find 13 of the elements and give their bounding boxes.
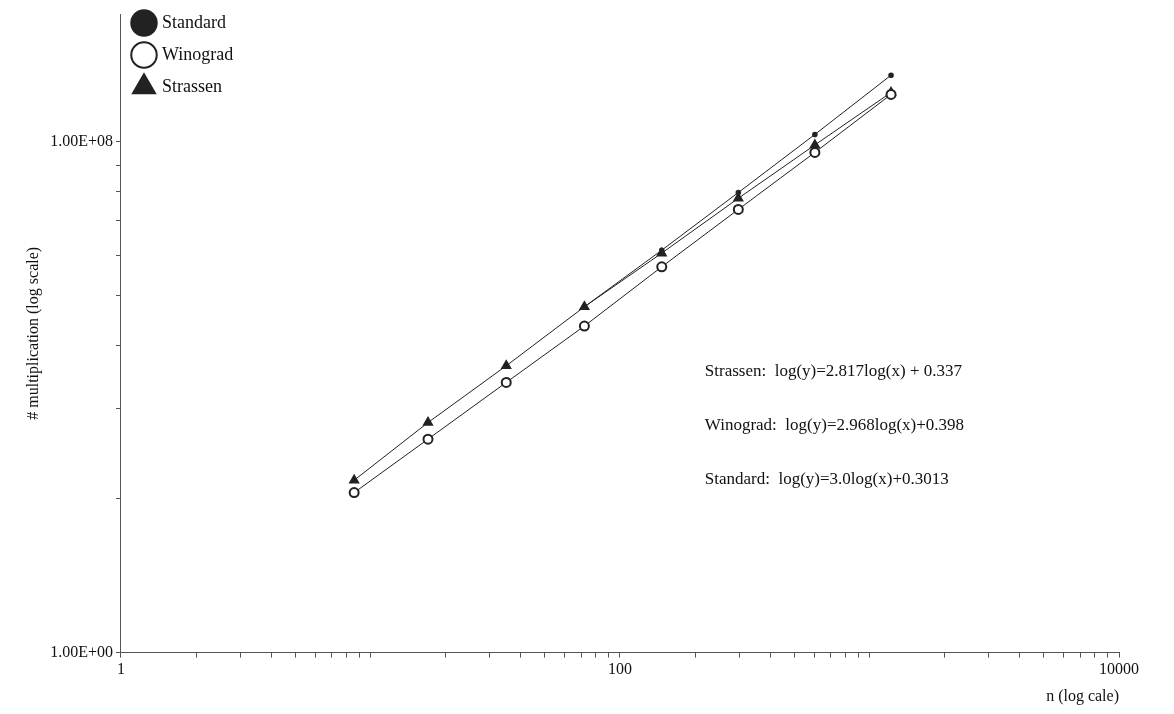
y-tick-label: 1.00E+08	[50, 131, 113, 149]
legend-label: Strassen	[162, 75, 222, 96]
annotation: Strassen: log(y)=2.817log(x) + 0.337	[704, 361, 963, 381]
annotation: Winograd: log(y)=2.968log(x)+0.398	[704, 415, 965, 435]
y-axis-title: # multiplication (log scale)	[23, 246, 42, 420]
legend-label: Standard	[162, 11, 226, 32]
annotation: Standard: log(y)=3.0log(x)+0.3013	[704, 469, 949, 489]
x-tick-label: 1	[117, 660, 125, 678]
legend-label: Winograd	[162, 43, 234, 64]
y-tick-label: 1.00E+00	[50, 642, 113, 660]
x-tick-label: 10000	[1099, 660, 1139, 678]
x-axis-title: n (log cale)	[1046, 686, 1119, 705]
x-tick-label: 100	[608, 660, 632, 678]
